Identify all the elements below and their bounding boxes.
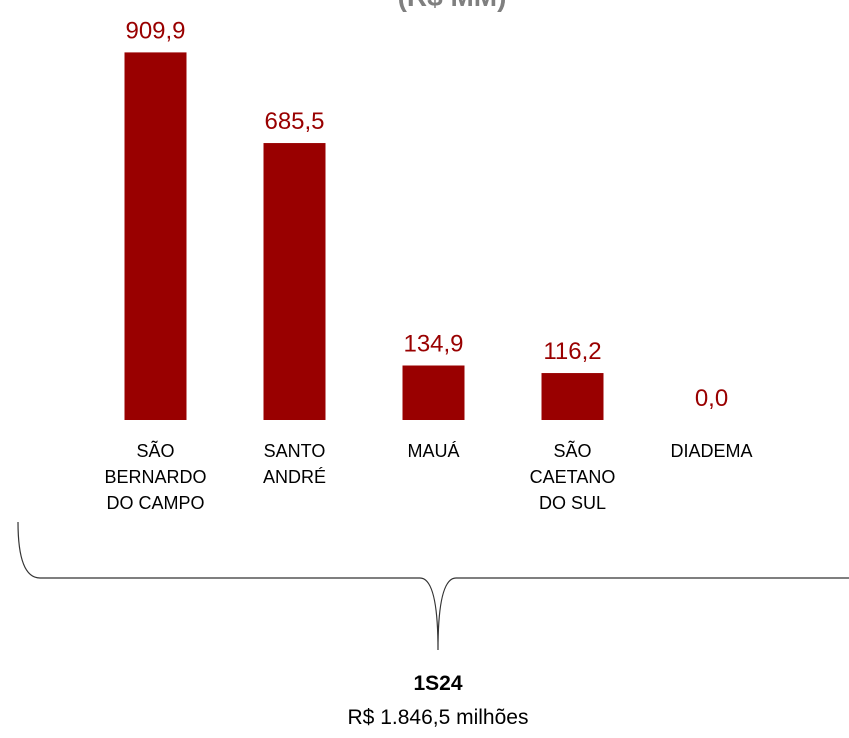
x-tick-label: SÃO BERNARDO DO CAMPO [104, 441, 207, 513]
chart-title: (R$ MM) [398, 0, 507, 12]
x-tick-label: SÃO CAETANO DO SUL [529, 441, 616, 513]
bar [124, 52, 187, 421]
data-label: 116,2 [543, 338, 601, 365]
x-tick-label: DIADEMA [670, 441, 753, 461]
data-label: 909,9 [125, 17, 185, 44]
bar [263, 143, 326, 421]
total-label: R$ 1.846,5 milhões [347, 706, 529, 729]
data-label: 0,0 [695, 385, 728, 412]
x-tick-label: MAUÁ [407, 441, 460, 461]
data-label: 685,5 [264, 108, 324, 135]
bar [541, 373, 604, 420]
bar [402, 365, 465, 420]
brace [17, 521, 849, 651]
period-label: 1S24 [413, 672, 463, 695]
data-label: 134,9 [403, 331, 463, 358]
x-tick-label: SANTO ANDRÉ [262, 441, 326, 487]
